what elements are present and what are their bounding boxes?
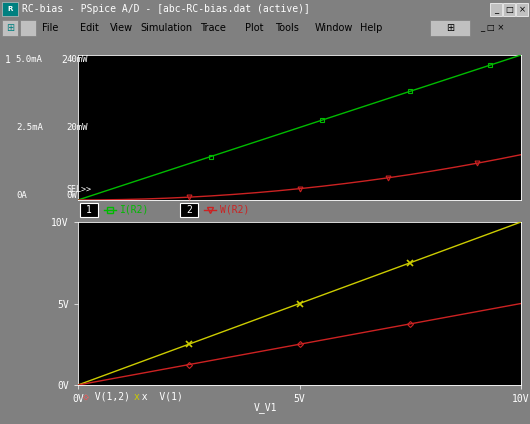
Bar xyxy=(180,203,198,217)
Text: 40mW: 40mW xyxy=(66,55,88,64)
Text: Help: Help xyxy=(360,23,382,33)
Text: V_V1: V_V1 xyxy=(253,402,277,413)
Bar xyxy=(516,3,528,16)
Text: 1: 1 xyxy=(86,205,92,215)
Text: _: _ xyxy=(494,5,498,14)
Text: Tools: Tools xyxy=(275,23,299,33)
Text: 20mW: 20mW xyxy=(66,123,88,132)
Text: W(R2): W(R2) xyxy=(220,205,250,215)
Text: _ □ ×: _ □ × xyxy=(480,23,505,33)
Text: Simulation: Simulation xyxy=(140,23,192,33)
Text: ×: × xyxy=(518,5,526,14)
Text: View: View xyxy=(110,23,133,33)
Bar xyxy=(503,3,515,16)
Text: 2.5mA: 2.5mA xyxy=(16,123,43,132)
Bar xyxy=(80,203,98,217)
Text: 0W: 0W xyxy=(66,191,77,200)
Text: 2: 2 xyxy=(186,205,192,215)
Text: 1: 1 xyxy=(5,55,11,65)
Text: □: □ xyxy=(505,5,513,14)
Text: ⊞: ⊞ xyxy=(446,23,454,33)
Bar xyxy=(490,3,502,16)
Bar xyxy=(430,20,470,36)
Text: 5.0mA: 5.0mA xyxy=(16,55,43,64)
Bar xyxy=(20,20,36,36)
Bar xyxy=(2,20,18,36)
Text: Plot: Plot xyxy=(245,23,263,33)
Text: 0A: 0A xyxy=(16,191,26,200)
Text: Trace: Trace xyxy=(200,23,226,33)
Text: SEL>>: SEL>> xyxy=(66,184,91,194)
Text: x: x xyxy=(134,392,139,402)
Bar xyxy=(2,2,18,16)
Text: ◇: ◇ xyxy=(83,392,89,402)
Text: 2: 2 xyxy=(61,55,67,65)
Text: R: R xyxy=(7,6,13,12)
Text: RC-bias - PSpice A/D - [abc-RC-bias.dat (active)]: RC-bias - PSpice A/D - [abc-RC-bias.dat … xyxy=(22,4,310,14)
Text: ⊞: ⊞ xyxy=(6,23,14,33)
Text: Edit: Edit xyxy=(80,23,99,33)
Text: File: File xyxy=(42,23,58,33)
Text: I(R2): I(R2) xyxy=(120,205,149,215)
Text: Window: Window xyxy=(315,23,354,33)
Text: ◇ V(1,2)  x  V(1): ◇ V(1,2) x V(1) xyxy=(83,392,183,402)
